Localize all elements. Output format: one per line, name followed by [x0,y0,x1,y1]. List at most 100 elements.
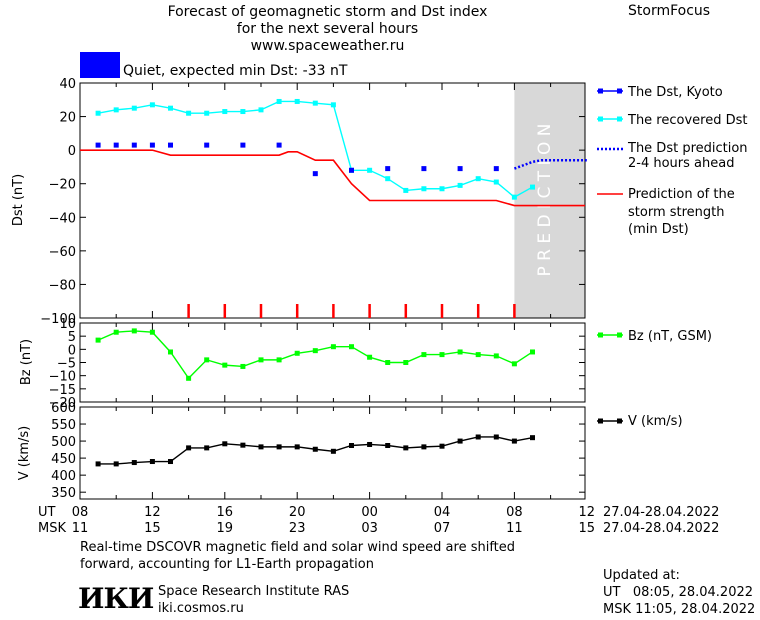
v-point [113,461,119,467]
y-tick-label: 400 [51,469,76,484]
v-point [276,444,282,450]
v-point [330,448,336,454]
legend-kyoto-marker [598,88,603,94]
msk-label: MSK [38,521,66,536]
ut-label: UT [38,505,56,520]
legend-recovered-label: The recovered Dst [627,113,747,128]
legend-dst-prediction-label-2: 2-4 hours ahead [628,156,734,171]
recovered-dst-point [186,110,192,116]
kyoto-dst-point [131,142,137,148]
msk-tick-label: 03 [361,521,378,536]
y-tick-label: −80 [49,278,76,293]
y-tick-label: −10 [49,370,76,385]
legend-v-label: V (km/s) [628,414,683,429]
legend-kyoto-marker [617,88,622,94]
bz-point [493,353,499,359]
v-point [240,442,246,448]
kyoto-dst-point [168,142,173,148]
bz-point [276,357,282,363]
bz-point [457,349,463,355]
chart-title-url: www.spaceweather.ru [250,38,405,54]
series-recovered-dst-line [97,100,533,198]
bz-point [330,344,336,350]
bz-point [475,352,481,358]
ut-tick-label: 04 [434,505,451,520]
kyoto-dst-point [276,142,282,148]
kyoto-dst-point [493,166,499,172]
kyoto-dst-point [240,142,246,148]
bz-point [385,360,391,365]
y-tick-label: 350 [51,486,76,501]
bz-point [149,329,155,335]
status-color-box [80,52,120,78]
bz-point [511,361,517,367]
series-storm-prediction-line [80,149,585,207]
y-tick-label: −40 [49,211,76,226]
ut-tick-label: 08 [506,505,523,520]
msk-tick-label: 19 [217,521,234,536]
v-point [186,445,192,451]
kyoto-dst-point [385,166,391,172]
v-point [475,434,481,440]
v-point [493,434,499,440]
chart-title-line2: for the next several hours [236,21,419,37]
v-point [131,460,137,466]
updated-ut: UT 08:05, 28.04.2022 [603,585,754,600]
footer-note-line1: Real-time DSCOVR magnetic field and sola… [80,540,516,555]
y-tick-label: 0 [68,144,76,159]
msk-tick-label: 15 [579,521,596,536]
legend-storm-label-2: storm strength [628,205,725,220]
bz-point [113,329,119,335]
bz-point [367,354,373,360]
recovered-dst-point [367,167,373,173]
y-axis-label: Bz (nT) [19,339,34,385]
v-point [95,461,101,467]
ut-tick-label: 12 [579,505,596,520]
legend-v-marker [617,418,622,424]
panel-frame-2 [79,406,586,500]
y-tick-label: −15 [49,383,76,398]
recovered-dst-point [493,179,499,185]
bz-point [530,349,535,355]
y-tick-label: 40 [59,77,76,92]
recovered-dst-point [258,107,264,113]
brand-name: StormFocus [628,3,711,19]
legend-storm-label-3: (min Dst) [628,222,689,237]
bz-point [131,328,137,334]
legend-v-marker [598,418,603,424]
y-tick-label: 20 [59,111,76,126]
recovered-dst-point [204,110,210,116]
y-tick-label: 500 [51,435,76,450]
y-tick-label: 10 [59,317,76,332]
legend-recovered-marker [617,116,622,122]
v-point [222,441,228,447]
bz-point [95,337,101,343]
y-axis-label: Dst (nT) [11,174,26,226]
institute-name: Space Research Institute RAS [158,584,350,599]
bz-point [204,357,210,363]
v-point [530,435,535,441]
bz-point [349,344,354,350]
y-tick-label: −100 [40,312,76,327]
v-point [204,445,210,451]
ut-tick-label: 08 [72,505,89,520]
y-tick-label: 600 [51,401,76,416]
recovered-dst-point [403,187,409,193]
kyoto-dst-point [95,142,101,148]
bz-point [403,360,409,365]
kyoto-dst-point [149,142,155,148]
recovered-dst-point [530,184,535,190]
y-tick-label: −20 [49,178,76,193]
prediction-label: P R E D I C T I O N [535,124,555,277]
kyoto-dst-point [349,167,354,173]
status-text: Quiet, expected min Dst: -33 nT [123,63,348,79]
recovered-dst-point [131,105,137,111]
ut-tick-label: 20 [289,505,306,520]
prediction-region [514,83,585,318]
y-axis-label: V (km/s) [17,426,32,481]
legend-dst-prediction-label: The Dst prediction [627,141,748,156]
v-point [349,443,354,449]
v-point [258,444,264,450]
msk-tick-label: 15 [144,521,161,536]
recovered-dst-point [330,102,336,108]
